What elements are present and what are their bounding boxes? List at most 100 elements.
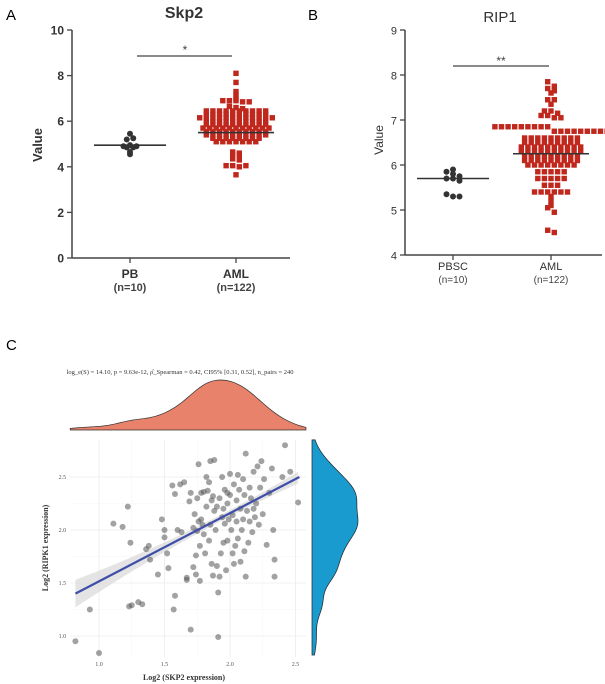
data-point	[554, 175, 561, 182]
data-point	[171, 592, 178, 599]
data-point	[124, 503, 131, 510]
data-point	[203, 115, 209, 121]
data-point	[192, 552, 199, 559]
data-point	[178, 529, 185, 536]
y-axis-label: Value	[372, 125, 386, 155]
data-point	[246, 99, 252, 105]
data-point	[263, 128, 269, 135]
data-point	[279, 474, 286, 480]
data-point	[528, 157, 534, 164]
data-point	[236, 150, 242, 156]
data-point	[249, 529, 256, 536]
data-point	[236, 128, 242, 135]
data-point	[249, 128, 256, 135]
data-point	[72, 638, 79, 645]
data-point	[203, 503, 210, 510]
data-point	[145, 542, 152, 549]
y-tick-label: 1.5	[59, 581, 67, 587]
data-point	[139, 601, 146, 608]
data-point	[545, 189, 551, 195]
data-point	[545, 112, 551, 119]
data-point	[295, 499, 302, 506]
data-point	[551, 128, 557, 134]
data-point	[249, 121, 256, 128]
data-point	[548, 175, 554, 182]
data-point	[531, 124, 538, 130]
y-tick-label: 0	[57, 252, 64, 266]
data-point	[535, 175, 541, 182]
data-point	[525, 162, 531, 168]
data-point	[518, 144, 524, 150]
data-point	[554, 169, 561, 175]
data-point	[220, 505, 227, 512]
data-point	[545, 148, 551, 155]
data-point	[194, 495, 201, 502]
y-tick-label: 4	[391, 251, 397, 263]
data-point	[571, 148, 577, 155]
data-point	[229, 550, 236, 557]
data-point	[564, 148, 571, 155]
data-point	[271, 573, 278, 580]
data-point	[561, 135, 567, 141]
data-point	[541, 157, 548, 164]
data-point	[568, 135, 574, 141]
data-point	[243, 162, 249, 169]
data-point	[127, 148, 133, 155]
data-point	[551, 88, 557, 94]
data-point	[212, 527, 219, 533]
data-point	[216, 132, 223, 138]
data-point	[243, 118, 249, 124]
data-point	[220, 125, 226, 131]
data-point	[545, 85, 551, 92]
data-point	[571, 128, 577, 134]
data-point	[538, 112, 544, 119]
data-point	[568, 139, 574, 146]
confidence-band	[75, 471, 299, 608]
data-point	[263, 132, 269, 138]
data-point	[233, 79, 239, 86]
data-point	[261, 476, 268, 483]
data-point	[551, 189, 557, 195]
data-point	[243, 108, 249, 114]
data-point	[202, 550, 209, 557]
x-tick-count: (n=10)	[438, 275, 467, 286]
data-point	[216, 115, 223, 121]
data-point	[169, 482, 176, 489]
data-point	[233, 125, 239, 131]
data-point	[232, 542, 239, 549]
data-point	[127, 130, 133, 137]
data-point	[450, 171, 456, 177]
data-point	[127, 539, 134, 546]
data-point	[216, 121, 223, 128]
data-point	[236, 115, 242, 121]
data-point	[133, 143, 140, 150]
data-point	[233, 95, 239, 102]
x-tick-label: AML	[540, 261, 563, 273]
data-point	[256, 115, 262, 121]
data-point	[241, 492, 248, 499]
data-point	[220, 139, 226, 145]
data-point	[548, 169, 554, 175]
data-point	[246, 484, 253, 491]
data-point	[548, 90, 554, 96]
data-point	[561, 157, 567, 164]
data-point	[574, 157, 581, 164]
data-point	[238, 527, 245, 533]
data-point	[528, 139, 534, 146]
x-tick-label: 2.5	[292, 662, 300, 668]
data-point	[558, 148, 564, 155]
data-point	[216, 495, 223, 502]
data-point	[210, 111, 216, 118]
data-point	[282, 442, 289, 449]
data-point	[123, 136, 130, 143]
data-point	[568, 153, 574, 159]
data-point	[242, 450, 249, 457]
y-tick-label: 2.0	[59, 528, 67, 534]
data-point	[246, 125, 252, 131]
data-point	[230, 156, 236, 162]
data-point	[161, 534, 168, 541]
chart-rip1: RIP1 Value PBSC (n=10) AML (n=122) ** 4 5…	[372, 9, 605, 286]
data-point	[558, 128, 564, 134]
data-point	[551, 148, 557, 155]
data-point	[443, 191, 450, 198]
